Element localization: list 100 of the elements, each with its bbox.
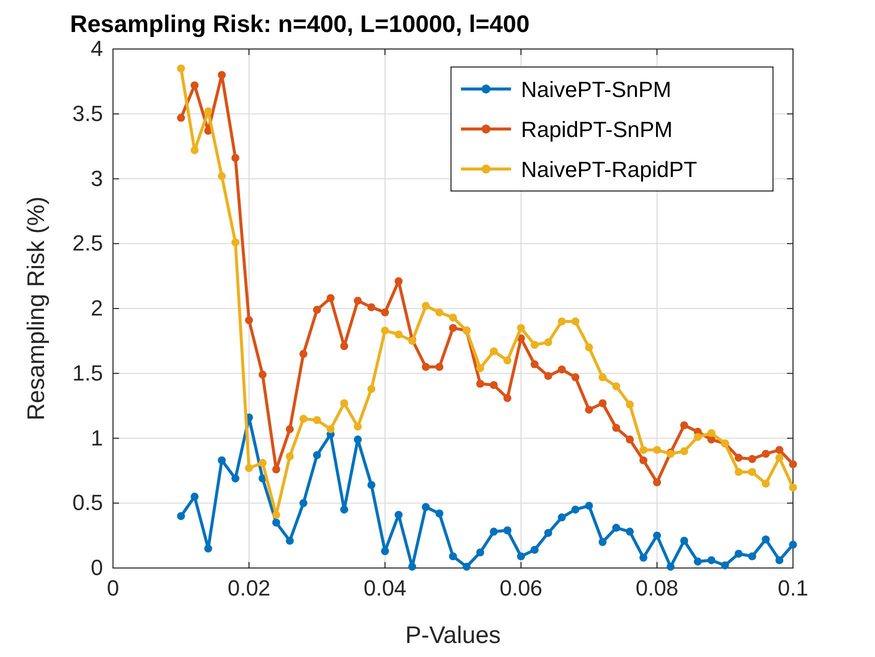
point	[177, 114, 185, 122]
point	[313, 416, 321, 424]
legend-label: NaivePT-SnPM	[521, 77, 672, 102]
point	[544, 338, 552, 346]
point	[653, 532, 661, 540]
point	[490, 347, 498, 356]
point	[762, 535, 770, 544]
point	[612, 382, 620, 390]
point	[367, 384, 376, 393]
point	[789, 460, 797, 468]
point	[748, 468, 756, 476]
point	[245, 464, 253, 472]
point	[422, 302, 430, 310]
point	[748, 455, 756, 463]
y-tick-label: 1.5	[72, 360, 103, 386]
point	[340, 342, 348, 350]
point	[571, 317, 580, 326]
point	[558, 366, 566, 374]
point	[558, 317, 566, 326]
point	[666, 562, 675, 571]
point	[626, 528, 634, 536]
point	[639, 446, 648, 454]
point	[190, 492, 199, 501]
point	[299, 499, 308, 508]
point	[598, 538, 607, 546]
y-tick-label: 0	[90, 555, 103, 580]
point	[258, 458, 267, 467]
x-tick-label: 0.04	[364, 576, 406, 601]
point	[272, 518, 280, 527]
y-tick-label: 4	[90, 36, 103, 62]
point	[354, 422, 362, 431]
point	[476, 380, 484, 388]
x-tick-label: 0.02	[228, 576, 270, 601]
point	[258, 370, 267, 379]
point	[286, 536, 294, 545]
point	[598, 373, 607, 382]
point	[680, 421, 688, 430]
point	[748, 552, 756, 560]
point	[530, 360, 539, 368]
point	[775, 454, 784, 462]
point	[775, 556, 784, 564]
point	[218, 70, 226, 79]
point	[571, 506, 580, 514]
point	[503, 356, 512, 364]
x-axis-title: P-Values	[405, 622, 501, 649]
point	[653, 478, 661, 486]
point	[734, 550, 743, 558]
point	[299, 350, 308, 358]
point	[734, 468, 743, 476]
point	[422, 503, 430, 511]
point	[326, 425, 335, 434]
point	[286, 425, 294, 434]
point	[422, 362, 430, 371]
point	[435, 510, 444, 518]
point	[544, 528, 552, 537]
point	[598, 399, 607, 408]
point	[177, 64, 185, 72]
point	[571, 373, 580, 382]
point	[326, 294, 335, 302]
point	[585, 343, 593, 352]
x-tick-label: 0.1	[778, 576, 808, 601]
y-tick-label: 0.5	[72, 490, 103, 516]
point	[517, 552, 525, 560]
point	[558, 513, 566, 522]
point	[639, 554, 648, 562]
point	[218, 456, 226, 464]
point	[367, 480, 376, 489]
point	[381, 326, 389, 335]
point	[680, 447, 688, 456]
point	[721, 561, 729, 570]
point	[340, 506, 348, 514]
point	[177, 512, 185, 520]
point	[190, 146, 199, 154]
point	[435, 362, 444, 371]
point	[218, 172, 226, 180]
point	[313, 451, 321, 460]
x-tick-label: 0	[106, 576, 120, 601]
point	[626, 400, 634, 408]
y-tick-label: 3.5	[72, 100, 103, 126]
point	[204, 107, 212, 116]
point	[639, 456, 648, 464]
x-tick-label: 0.06	[500, 576, 542, 601]
point	[340, 399, 348, 408]
y-axis-title: Resampling Risk (%)	[23, 196, 50, 421]
y-tick-label: 2.5	[72, 230, 103, 256]
point	[381, 308, 389, 316]
point	[394, 510, 403, 519]
point	[394, 330, 403, 338]
point	[707, 429, 716, 438]
point	[449, 552, 457, 560]
point	[408, 562, 416, 571]
point	[313, 306, 321, 314]
point	[245, 316, 253, 324]
chart-title: Resampling Risk: n=400, L=10000, l=400	[70, 11, 530, 38]
point	[503, 526, 512, 534]
point	[544, 372, 552, 380]
point	[530, 546, 539, 554]
point	[476, 548, 484, 556]
point	[299, 414, 308, 423]
point	[707, 556, 716, 564]
